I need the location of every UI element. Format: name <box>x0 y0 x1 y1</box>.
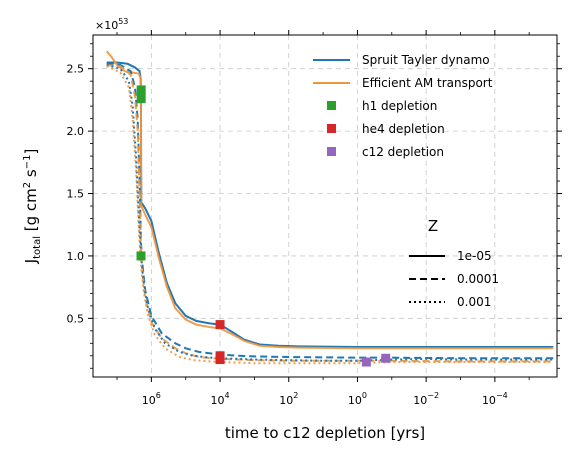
legend-label-spruit: Spruit Tayler dynamo <box>362 53 490 67</box>
y-label-main: J <box>22 259 40 264</box>
x-tick-exponent: 2 <box>293 391 298 400</box>
y-tick-label: 2.0 <box>67 125 85 138</box>
legend-marker-c12 <box>327 147 336 156</box>
x-tick-base: 10 <box>482 394 496 407</box>
x-tick-base: 10 <box>279 394 293 407</box>
x-tick-label: 100 <box>348 391 367 407</box>
y-offset-text: ×1053 <box>95 17 128 32</box>
legend: Spruit Tayler dynamo Efficient AM transp… <box>313 53 499 309</box>
legend-z-title: Z <box>428 217 438 235</box>
x-tick-exponent: 4 <box>225 391 230 400</box>
y-offset-base: ×10 <box>95 19 118 32</box>
series-line-dotted <box>106 65 554 365</box>
legend-label-he4: he4 depletion <box>362 122 445 136</box>
x-tick-exponent: −2 <box>427 391 439 400</box>
tick-layer: 106 104 102 100 10−2 10−40.51.01.52.02.5 <box>67 30 562 407</box>
series-layer <box>105 50 554 365</box>
legend-label-efficient: Efficient AM transport <box>362 76 493 90</box>
x-tick-exponent: 0 <box>362 391 367 400</box>
x-tick-exponent: −4 <box>496 391 508 400</box>
legend-z-label-2: 0.0001 <box>457 272 499 286</box>
y-offset-exponent: 53 <box>118 17 128 26</box>
y-label-sub: total <box>32 236 43 259</box>
x-tick-base: 10 <box>142 394 156 407</box>
he4-depletion-marker <box>215 355 225 365</box>
y-tick-label: 2.5 <box>67 63 85 76</box>
grid-layer <box>93 35 557 377</box>
x-tick-base: 10 <box>211 394 225 407</box>
marker-layer <box>136 85 391 367</box>
x-tick-base: 10 <box>413 394 427 407</box>
legend-z-label-3: 0.001 <box>457 295 491 309</box>
h1-depletion-marker <box>136 94 146 104</box>
y-label-unit-b: 2 <box>22 182 33 188</box>
c12-depletion-marker <box>361 357 371 367</box>
c12-depletion-marker <box>381 353 391 363</box>
x-tick-label: 10−4 <box>482 391 508 407</box>
legend-marker-h1 <box>327 101 336 110</box>
y-tick-label: 0.5 <box>67 312 85 325</box>
legend-label-h1: h1 depletion <box>362 99 437 113</box>
series-line-dashed <box>106 63 554 363</box>
y-tick-label: 1.0 <box>67 250 85 263</box>
x-tick-base: 10 <box>348 394 362 407</box>
x-axis-label: time to c12 depletion [yrs] <box>225 424 425 442</box>
y-label-unit-c: s <box>22 169 40 182</box>
y-tick-label: 1.5 <box>67 188 85 201</box>
series-line-solid <box>106 61 554 349</box>
y-label-unit-e: ] <box>22 149 40 155</box>
he4-depletion-marker <box>215 320 225 330</box>
x-tick-label: 104 <box>211 391 230 407</box>
h1-depletion-marker <box>136 251 146 261</box>
legend-z-label-1: 1e-05 <box>457 249 492 263</box>
x-tick-label: 102 <box>279 391 298 407</box>
y-label-unit-d: −1 <box>22 155 33 170</box>
series-line-solid <box>105 50 554 350</box>
x-tick-exponent: 6 <box>156 391 161 400</box>
legend-marker-he4 <box>327 124 336 133</box>
series-line-dotted <box>106 63 554 362</box>
legend-label-c12: c12 depletion <box>362 145 444 159</box>
y-label-unit-a: [g cm <box>22 188 40 236</box>
y-axis-label: Jtotal [g cm2 s−1] <box>22 149 43 265</box>
x-tick-label: 106 <box>142 391 161 407</box>
h1-depletion-marker <box>136 85 146 95</box>
x-tick-label: 10−2 <box>413 391 439 407</box>
